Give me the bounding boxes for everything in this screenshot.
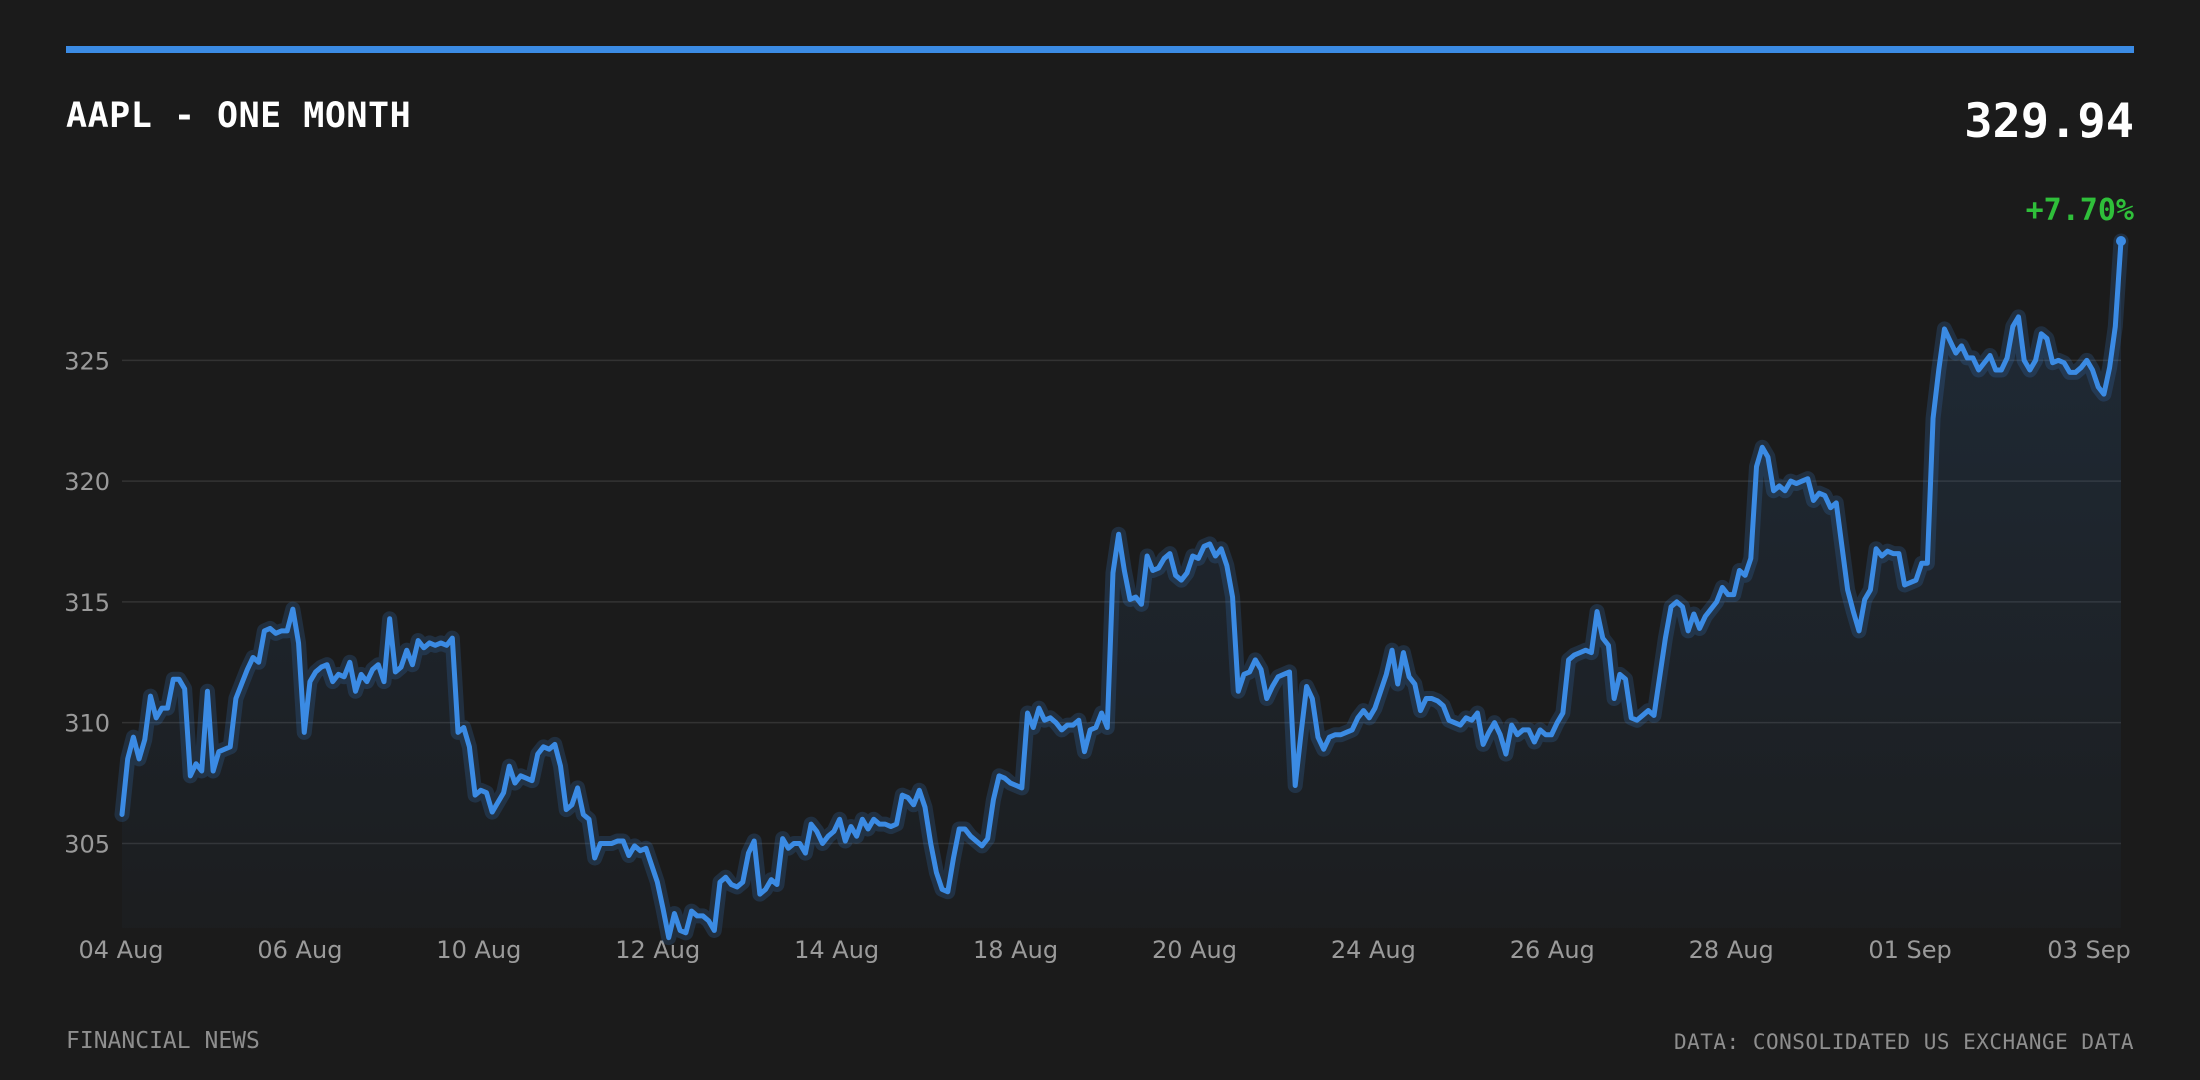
y-axis-labels: 305 310 315 320 325 bbox=[64, 347, 110, 858]
x-tick-label: 26 Aug bbox=[1510, 936, 1595, 964]
x-tick-label: 06 Aug bbox=[257, 936, 342, 964]
x-axis-labels: 04 Aug 06 Aug 10 Aug 12 Aug 14 Aug 18 Aug 20 A… bbox=[78, 936, 2130, 964]
source-brand: FINANCIAL NEWS bbox=[66, 1028, 260, 1054]
x-tick-label: 01 Sep bbox=[1868, 936, 1951, 964]
x-tick-label: 24 Aug bbox=[1331, 936, 1416, 964]
data-source: DATA: CONSOLIDATED US EXCHANGE DATA bbox=[1673, 1030, 2134, 1054]
price-change: +7.70% bbox=[2025, 193, 2134, 228]
price-line bbox=[119, 238, 2124, 941]
x-tick-label: 18 Aug bbox=[973, 936, 1058, 964]
x-tick-label: 04 Aug bbox=[78, 936, 163, 964]
x-tick-label: 14 Aug bbox=[794, 936, 879, 964]
accent-bar bbox=[66, 46, 2134, 53]
y-tick-label: 310 bbox=[64, 710, 110, 738]
x-tick-label: 12 Aug bbox=[615, 936, 700, 964]
x-tick-label: 10 Aug bbox=[436, 936, 521, 964]
y-tick-label: 320 bbox=[64, 468, 110, 496]
price-area-fill bbox=[122, 241, 2121, 938]
y-tick-label: 305 bbox=[64, 830, 110, 858]
y-tick-label: 325 bbox=[64, 347, 110, 375]
y-tick-label: 315 bbox=[64, 589, 110, 617]
x-tick-label: 28 Aug bbox=[1689, 936, 1774, 964]
x-tick-label: 03 Sep bbox=[2047, 936, 2130, 964]
current-price: 329.94 bbox=[1964, 94, 2134, 149]
last-price-marker bbox=[2116, 236, 2126, 246]
chart-title: AAPL - ONE MONTH bbox=[66, 96, 412, 136]
x-tick-label: 20 Aug bbox=[1152, 936, 1237, 964]
